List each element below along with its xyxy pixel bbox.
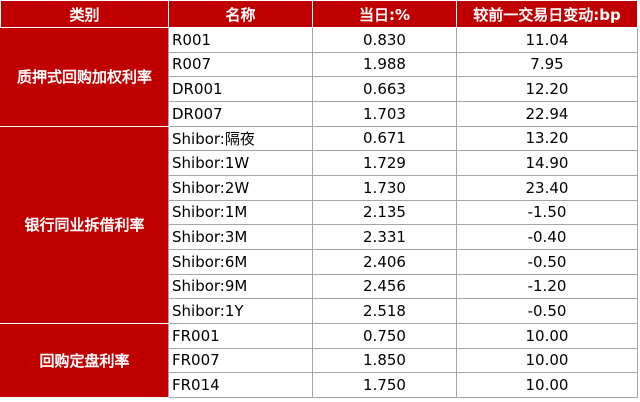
rate-change: -1.50 <box>456 199 638 226</box>
rate-value: 0.663 <box>312 76 457 102</box>
rate-value: 1.729 <box>312 150 457 176</box>
header-change-bp: 较前一交易日变动:bp <box>456 0 638 28</box>
rate-name: Shibor:2W <box>168 174 313 201</box>
table-row: Shibor:2W 1.730 23.40 <box>1 174 638 201</box>
rate-change: 10.00 <box>456 372 638 398</box>
header-row: 类别 名称 当日:% 较前一交易日变动:bp <box>0 0 638 28</box>
rate-value: 2.456 <box>312 273 457 300</box>
rate-change: 14.90 <box>456 150 638 176</box>
rate-name: Shibor:6M <box>168 248 313 275</box>
rate-change: 10.00 <box>456 347 638 374</box>
rate-change: 7.95 <box>456 51 638 78</box>
table-row: 回购定盘利率 FR001 0.750 10.00 <box>0 322 638 399</box>
rate-change: 12.20 <box>456 76 638 102</box>
rate-value: 1.730 <box>312 174 457 201</box>
rate-name: R007 <box>168 51 313 78</box>
table-row: 质押式回购加权利率 R001 0.830 11.04 <box>0 27 638 127</box>
table-row: Shibor:1Y 2.518 -0.50 <box>1 298 638 324</box>
table-row: DR007 1.703 22.94 <box>1 100 638 127</box>
header-today-rate: 当日:% <box>312 0 457 28</box>
rate-name: Shibor:9M <box>168 273 313 300</box>
rate-change: 23.40 <box>456 174 638 201</box>
rate-value: 0.830 <box>312 27 457 53</box>
rate-change: -0.50 <box>456 298 638 324</box>
table-row: DR001 0.663 12.20 <box>1 76 638 102</box>
table-row: R007 1.988 7.95 <box>1 51 638 78</box>
table-row: Shibor:9M 2.456 -1.20 <box>1 273 638 300</box>
category-cell: 银行同业拆借利率 <box>0 125 169 324</box>
rate-name: FR001 <box>168 322 313 349</box>
rate-value: 1.750 <box>312 372 457 398</box>
rate-name: Shibor:隔夜 <box>168 125 313 152</box>
rate-value: 1.703 <box>312 100 457 127</box>
rate-value: 2.135 <box>312 199 457 226</box>
table-row: Shibor:1W 1.729 14.90 <box>1 150 638 176</box>
rate-value: 0.750 <box>312 322 457 349</box>
table-row: Shibor:6M 2.406 -0.50 <box>1 248 638 275</box>
rate-name: DR007 <box>168 100 313 127</box>
rate-change: -0.40 <box>456 224 638 250</box>
header-name: 名称 <box>168 0 313 28</box>
rate-change: 13.20 <box>456 125 638 152</box>
rate-name: R001 <box>168 27 313 53</box>
rate-value: 1.850 <box>312 347 457 374</box>
rate-name: FR007 <box>168 347 313 374</box>
rate-change: 10.00 <box>456 322 638 349</box>
rate-value: 2.331 <box>312 224 457 250</box>
category-cell: 质押式回购加权利率 <box>0 27 169 127</box>
rate-change: 11.04 <box>456 27 638 53</box>
category-cell: 回购定盘利率 <box>0 322 169 399</box>
rate-value: 0.671 <box>312 125 457 152</box>
rate-name: Shibor:1M <box>168 199 313 226</box>
rate-change: -1.20 <box>456 273 638 300</box>
rate-name: DR001 <box>168 76 313 102</box>
rate-name: Shibor:1Y <box>168 298 313 324</box>
table-row: FR007 1.850 10.00 <box>1 347 638 374</box>
rate-change: 22.94 <box>456 100 638 127</box>
table-row: FR014 1.750 10.00 <box>1 372 638 398</box>
rate-value: 1.988 <box>312 51 457 78</box>
rate-change: -0.50 <box>456 248 638 275</box>
table-row: Shibor:1M 2.135 -1.50 <box>1 199 638 226</box>
rate-value: 2.406 <box>312 248 457 275</box>
rate-name: Shibor:3M <box>168 224 313 250</box>
rate-name: Shibor:1W <box>168 150 313 176</box>
table-row: 银行同业拆借利率 Shibor:隔夜 0.671 13.20 <box>0 125 638 324</box>
header-category: 类别 <box>0 0 169 28</box>
table-row: Shibor:3M 2.331 -0.40 <box>1 224 638 250</box>
rate-value: 2.518 <box>312 298 457 324</box>
rate-name: FR014 <box>168 372 313 398</box>
